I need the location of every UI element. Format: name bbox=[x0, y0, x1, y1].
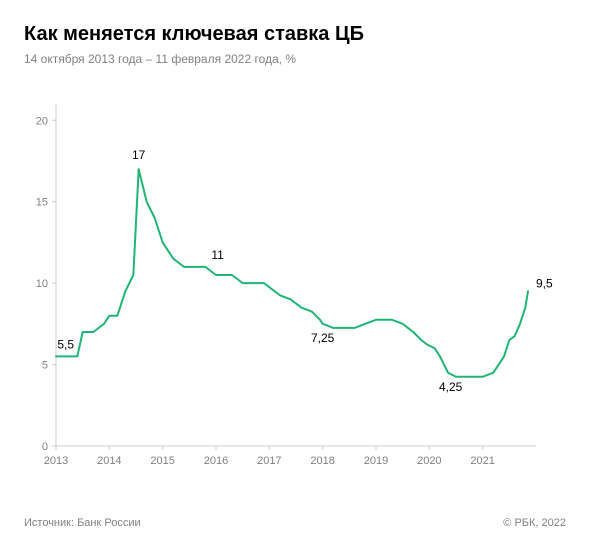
svg-text:2014: 2014 bbox=[97, 455, 121, 467]
svg-text:17: 17 bbox=[132, 148, 146, 162]
svg-text:2018: 2018 bbox=[310, 455, 334, 467]
svg-text:2019: 2019 bbox=[364, 455, 388, 467]
copyright-label: © РБК, 2022 bbox=[503, 517, 566, 529]
svg-text:0: 0 bbox=[42, 441, 48, 453]
svg-text:2020: 2020 bbox=[417, 455, 441, 467]
svg-text:2021: 2021 bbox=[470, 455, 494, 467]
svg-text:2013: 2013 bbox=[44, 455, 68, 467]
svg-text:7,25: 7,25 bbox=[311, 331, 335, 345]
svg-text:2017: 2017 bbox=[257, 455, 281, 467]
svg-text:11: 11 bbox=[211, 248, 224, 262]
chart-footer: Источник: Банк России © РБК, 2022 bbox=[24, 517, 566, 529]
plot-area: 0 5 10 15 20 2013 2014 2015 2016 2017 2018 2019 2020… bbox=[24, 94, 566, 474]
svg-text:15: 15 bbox=[36, 197, 48, 209]
svg-text:5: 5 bbox=[42, 360, 48, 372]
svg-text:9,5: 9,5 bbox=[536, 276, 553, 290]
svg-text:2016: 2016 bbox=[204, 455, 228, 467]
svg-text:2015: 2015 bbox=[150, 455, 174, 467]
chart-container: Как меняется ключевая ставка ЦБ 14 октяб… bbox=[0, 0, 590, 545]
svg-text:5,5: 5,5 bbox=[57, 337, 74, 351]
svg-text:10: 10 bbox=[36, 278, 48, 290]
chart-subtitle: 14 октября 2013 года – 11 февраля 2022 г… bbox=[24, 52, 566, 66]
svg-text:20: 20 bbox=[36, 115, 48, 127]
svg-text:4,25: 4,25 bbox=[439, 380, 463, 394]
chart-title: Как меняется ключевая ставка ЦБ bbox=[24, 22, 566, 46]
source-label: Источник: Банк России bbox=[24, 517, 141, 529]
line-chart: 0 5 10 15 20 2013 2014 2015 2016 2017 2018 2019 2020… bbox=[24, 94, 564, 474]
